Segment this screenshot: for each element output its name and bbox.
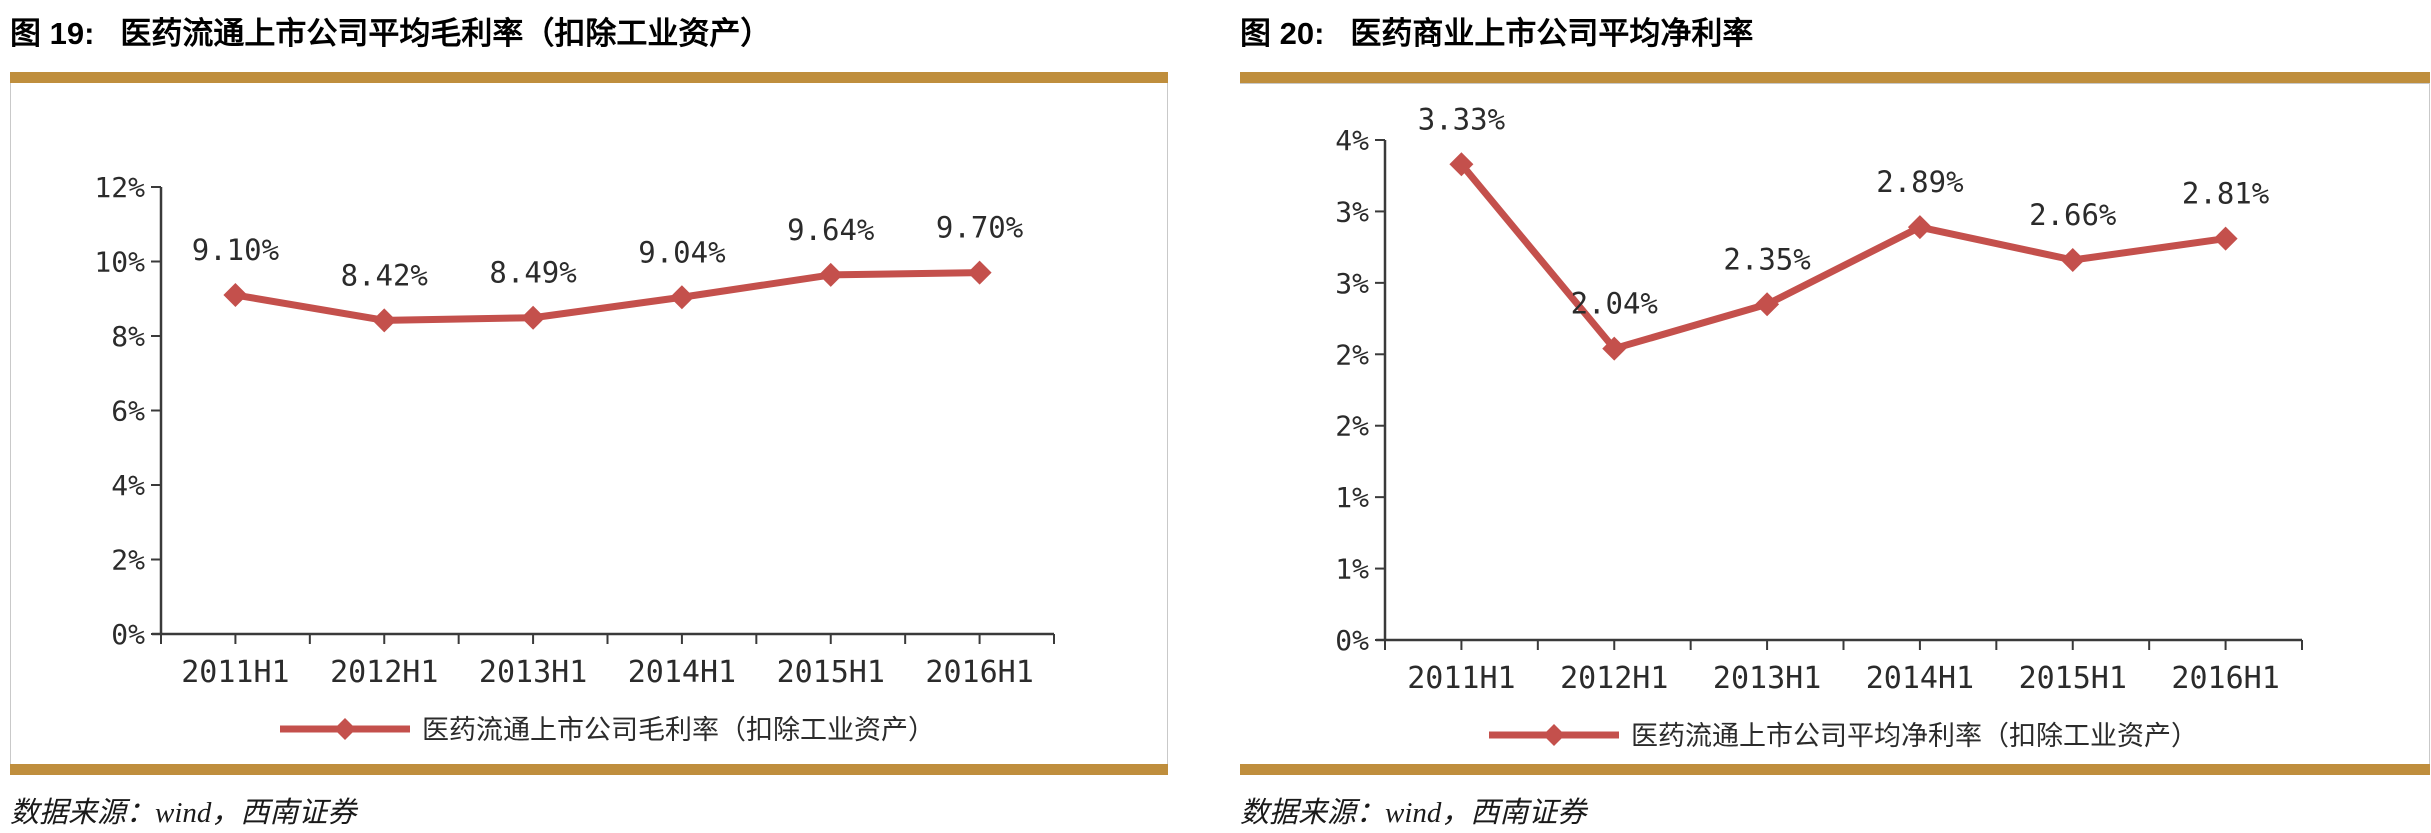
data-label: 9.04% [638,235,725,269]
data-point-marker [2060,248,2085,272]
y-tick-label: 2% [111,544,145,577]
data-label: 9.10% [192,233,279,267]
data-label: 9.70% [936,211,1023,245]
net-margin-chart-box: 0% 1% 1% 2% 2% 3% 3% 4% 2011H1 2012H1 2013H1 2014H1… [1240,83,2430,764]
legend: 医药流通上市公司毛利率（扣除工业资产） [280,715,935,745]
data-point-marker [669,285,694,310]
data-point-marker [521,305,546,330]
figure-19-source: 数据来源：wind，西南证券 [10,797,357,829]
figure-20-bottom-rule [1240,764,2430,775]
data-point-marker [372,308,397,333]
net-margin-chart: 0% 1% 1% 2% 2% 3% 3% 4% 2011H1 2012H1 2013H1 2014H1… [1335,102,2303,751]
data-point-marker [1602,336,1627,361]
figure-19-top-rule [10,72,1168,83]
y-tick-label: 0% [111,618,145,651]
y-tick-label: 6% [111,395,145,428]
data-point-marker [1907,215,1932,240]
figure-19-label: 图 19: [10,16,95,51]
y-tick-label: 3% [1335,195,1369,228]
figure-20-top-rule [1240,72,2430,83]
data-label: 2.35% [1723,242,1810,276]
data-point-marker [2213,226,2238,251]
y-tick-label: 1% [1335,553,1369,586]
x-tick-label: 2011H1 [181,655,289,690]
legend-marker [1543,724,1565,746]
x-tick-label: 2011H1 [1407,661,1515,696]
data-label: 2.04% [1571,287,1658,321]
y-tick-label: 1% [1335,481,1369,514]
legend: 医药流通上市公司平均净利率（扣除工业资产） [1489,721,2198,751]
x-tick-label: 2015H1 [2019,661,2127,696]
gross-margin-chart-box: 0% 2% 4% 6% 8% 10% 12% 2011H1 2012H1 2013H1 2014H1… [10,83,1168,764]
series-line [231,269,984,324]
data-label: 2.66% [2029,198,2116,232]
legend-marker [334,718,356,740]
x-tick-label: 2014H1 [628,655,736,690]
data-point-marker [818,262,843,287]
data-point-marker [967,260,992,285]
legend-label: 医药流通上市公司平均净利率（扣除工业资产） [1631,721,2198,751]
figure-20-label: 图 20: [1240,16,1325,51]
y-tick-label: 2% [1335,410,1369,443]
figure-20-title: 医药商业上市公司平均净利率 [1350,16,1754,51]
y-tick-label: 4% [111,469,145,502]
figure-20-source: 数据来源：wind，西南证券 [1240,797,1587,829]
data-point-marker [223,283,248,308]
figure-19-title: 医药流通上市公司平均毛利率（扣除工业资产） [120,16,772,51]
data-label: 3.33% [1418,102,1505,136]
figure-19-panel: 图 19: 医药流通上市公司平均毛利率（扣除工业资产） 0% 2% 4% 6% 8% 10%… [10,0,1168,831]
figure-19-title-row: 图 19: 医药流通上市公司平均毛利率（扣除工业资产） [10,0,1168,54]
y-tick-label: 3% [1335,267,1369,300]
data-label: 2.89% [1876,165,1963,199]
x-tick-label: 2013H1 [479,655,587,690]
data-point-marker [1449,152,1474,177]
data-label: 9.64% [787,213,874,247]
figure-19-bottom-rule [10,764,1168,775]
gross-margin-chart: 0% 2% 4% 6% 8% 10% 12% 2011H1 2012H1 2013H1 2014H1… [94,171,1055,745]
data-label: 8.42% [341,258,428,292]
legend-label: 医药流通上市公司毛利率（扣除工业资产） [422,715,935,745]
x-tick-label: 2015H1 [777,655,885,690]
figure-20-title-row: 图 20: 医药商业上市公司平均净利率 [1240,0,2430,54]
y-tick-label: 12% [94,171,145,204]
data-label: 2.81% [2182,177,2269,211]
x-tick-label: 2016H1 [925,655,1033,690]
data-label: 8.49% [489,256,576,290]
x-tick-label: 2012H1 [1560,661,1668,696]
figure-20-panel: 图 20: 医药商业上市公司平均净利率 0% 1% 1% 2% 2% 3% 3% 4% 2011H… [1240,0,2430,831]
x-tick-label: 2012H1 [330,655,438,690]
x-tick-label: 2016H1 [2171,661,2279,696]
y-tick-label: 2% [1335,338,1369,371]
x-tick-label: 2014H1 [1866,661,1974,696]
x-tick-label: 2013H1 [1713,661,1821,696]
data-point-marker [1755,292,1780,317]
y-tick-label: 4% [1335,124,1369,157]
y-tick-label: 0% [1335,624,1369,657]
y-tick-label: 8% [111,320,145,353]
y-tick-label: 10% [94,246,145,279]
series-line [1457,160,2230,353]
